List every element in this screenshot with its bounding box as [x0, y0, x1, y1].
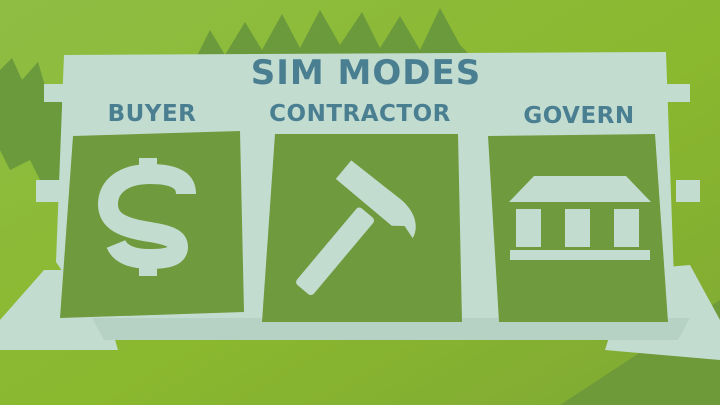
board-tab: [36, 180, 60, 202]
mode-label-govern: GOVERN: [523, 103, 634, 129]
page-title: SIM MODES: [251, 53, 481, 93]
mode-button-govern[interactable]: [488, 134, 668, 322]
board-bottom-strip: [92, 318, 690, 340]
hammer-icon: [296, 160, 416, 296]
board-tab: [676, 180, 700, 202]
board-tab: [44, 84, 68, 102]
dollar-icon: [97, 158, 196, 276]
board-tab: [666, 84, 690, 102]
mode-label-contractor: CONTRACTOR: [269, 101, 451, 127]
government-building-icon: [509, 176, 651, 260]
mode-button-buyer[interactable]: [60, 131, 244, 318]
treeline-silhouette: [195, 8, 475, 60]
mode-label-buyer: BUYER: [108, 101, 197, 127]
mode-button-contractor[interactable]: [262, 134, 462, 322]
